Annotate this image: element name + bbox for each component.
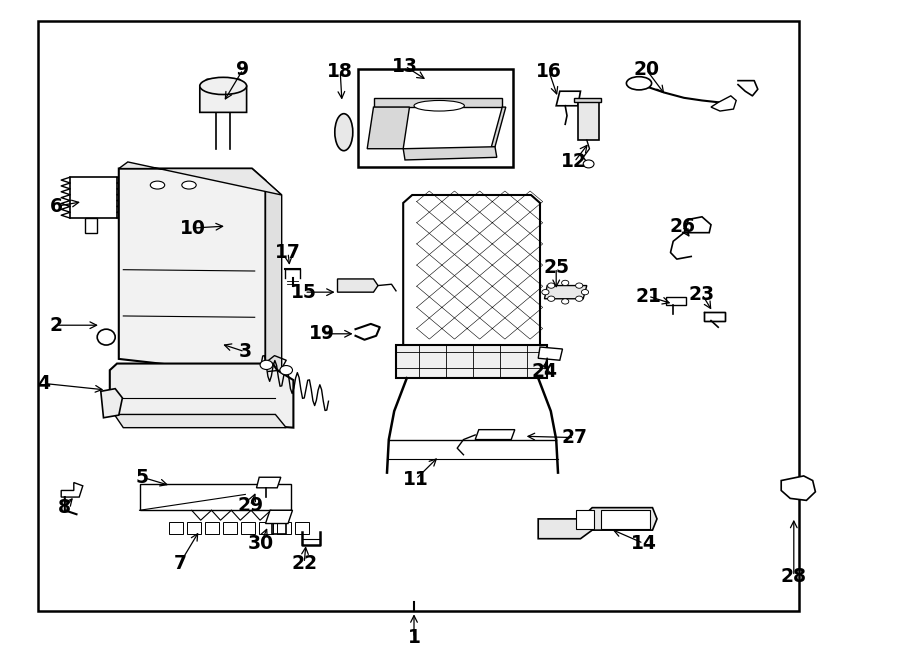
Text: 16: 16 <box>536 62 562 81</box>
Text: 22: 22 <box>292 554 317 572</box>
Polygon shape <box>277 522 291 534</box>
Polygon shape <box>556 91 581 106</box>
Text: 13: 13 <box>392 57 418 75</box>
Ellipse shape <box>335 114 353 151</box>
Polygon shape <box>475 430 515 440</box>
Text: 19: 19 <box>310 325 335 343</box>
Ellipse shape <box>562 280 569 286</box>
Ellipse shape <box>583 160 594 168</box>
Ellipse shape <box>150 181 165 189</box>
Text: 24: 24 <box>532 362 557 381</box>
Polygon shape <box>396 345 547 378</box>
Polygon shape <box>781 476 815 500</box>
Text: 11: 11 <box>403 470 428 488</box>
Polygon shape <box>241 522 255 534</box>
Polygon shape <box>403 195 540 347</box>
Text: 3: 3 <box>238 342 251 361</box>
Polygon shape <box>403 147 497 160</box>
Text: 15: 15 <box>292 283 317 301</box>
Polygon shape <box>491 107 506 147</box>
Ellipse shape <box>547 283 554 288</box>
Text: 8: 8 <box>58 498 71 517</box>
Text: 20: 20 <box>634 60 659 79</box>
Polygon shape <box>544 286 587 299</box>
Ellipse shape <box>542 290 549 295</box>
Ellipse shape <box>97 329 115 345</box>
Text: 2: 2 <box>50 316 62 334</box>
Text: 12: 12 <box>562 153 587 171</box>
Polygon shape <box>61 483 83 497</box>
Polygon shape <box>578 102 599 140</box>
Polygon shape <box>367 107 410 149</box>
Text: 10: 10 <box>180 219 205 237</box>
Text: 14: 14 <box>631 534 656 553</box>
Text: 21: 21 <box>635 287 661 305</box>
Bar <box>38 21 799 611</box>
Text: 26: 26 <box>670 217 695 235</box>
Text: 6: 6 <box>50 197 63 215</box>
Polygon shape <box>256 477 281 488</box>
Polygon shape <box>70 177 117 218</box>
Polygon shape <box>374 98 502 107</box>
Polygon shape <box>574 98 601 102</box>
Ellipse shape <box>562 299 569 304</box>
Ellipse shape <box>260 360 273 369</box>
Polygon shape <box>266 180 282 387</box>
Polygon shape <box>205 522 219 534</box>
Ellipse shape <box>547 296 554 301</box>
Polygon shape <box>576 510 594 529</box>
Text: 29: 29 <box>237 496 264 515</box>
Polygon shape <box>200 79 247 112</box>
Ellipse shape <box>182 181 196 189</box>
Ellipse shape <box>576 296 583 301</box>
Text: 25: 25 <box>544 258 569 277</box>
Polygon shape <box>119 162 282 195</box>
Ellipse shape <box>581 290 589 295</box>
Polygon shape <box>223 522 237 534</box>
Polygon shape <box>338 279 378 292</box>
Text: 28: 28 <box>781 567 806 586</box>
Polygon shape <box>704 312 725 321</box>
Bar <box>358 69 513 167</box>
Text: 23: 23 <box>688 285 716 303</box>
Polygon shape <box>266 510 292 524</box>
Ellipse shape <box>576 283 583 288</box>
Polygon shape <box>538 508 657 539</box>
Ellipse shape <box>200 77 247 95</box>
Text: 5: 5 <box>136 468 149 486</box>
Ellipse shape <box>280 366 292 375</box>
Ellipse shape <box>626 77 652 90</box>
Text: 30: 30 <box>248 534 274 553</box>
Polygon shape <box>110 364 293 428</box>
Polygon shape <box>187 522 201 534</box>
Polygon shape <box>538 347 562 360</box>
Text: 4: 4 <box>37 374 50 393</box>
Text: 18: 18 <box>328 62 353 81</box>
Ellipse shape <box>414 100 464 111</box>
Polygon shape <box>85 218 97 233</box>
Text: 17: 17 <box>275 243 301 262</box>
Polygon shape <box>295 522 309 534</box>
Text: 27: 27 <box>562 428 587 447</box>
Polygon shape <box>140 484 291 510</box>
Polygon shape <box>601 510 650 529</box>
Text: 1: 1 <box>408 629 420 647</box>
Polygon shape <box>101 389 122 418</box>
Polygon shape <box>169 522 183 534</box>
Polygon shape <box>711 96 736 111</box>
Polygon shape <box>666 297 686 305</box>
Polygon shape <box>684 217 711 233</box>
Polygon shape <box>114 414 286 428</box>
Polygon shape <box>259 522 273 534</box>
Text: 9: 9 <box>237 60 249 79</box>
Text: 7: 7 <box>174 554 186 572</box>
Polygon shape <box>119 169 266 375</box>
